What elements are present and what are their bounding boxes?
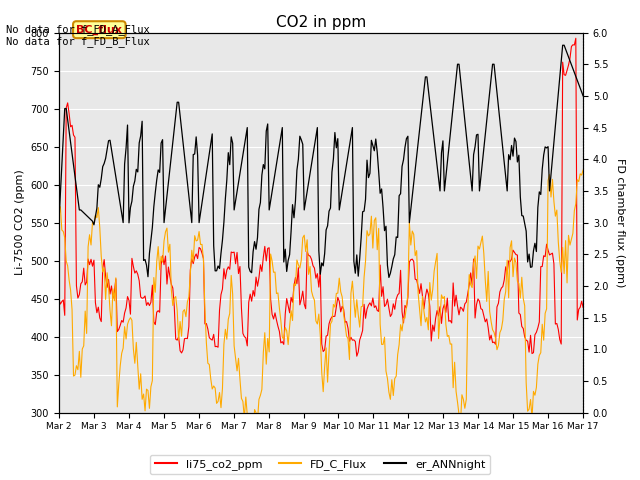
Text: No data for f_FD_A_Flux
No data for f_FD_B_Flux: No data for f_FD_A_Flux No data for f_FD… [6,24,150,48]
Y-axis label: FD chamber flux (ppm): FD chamber flux (ppm) [615,158,625,288]
Legend: li75_co2_ppm, FD_C_Flux, er_ANNnight: li75_co2_ppm, FD_C_Flux, er_ANNnight [150,455,490,474]
Title: CO2 in ppm: CO2 in ppm [276,15,366,30]
Text: BC_flux: BC_flux [76,24,122,35]
Y-axis label: Li-7500 CO2 (ppm): Li-7500 CO2 (ppm) [15,170,25,276]
